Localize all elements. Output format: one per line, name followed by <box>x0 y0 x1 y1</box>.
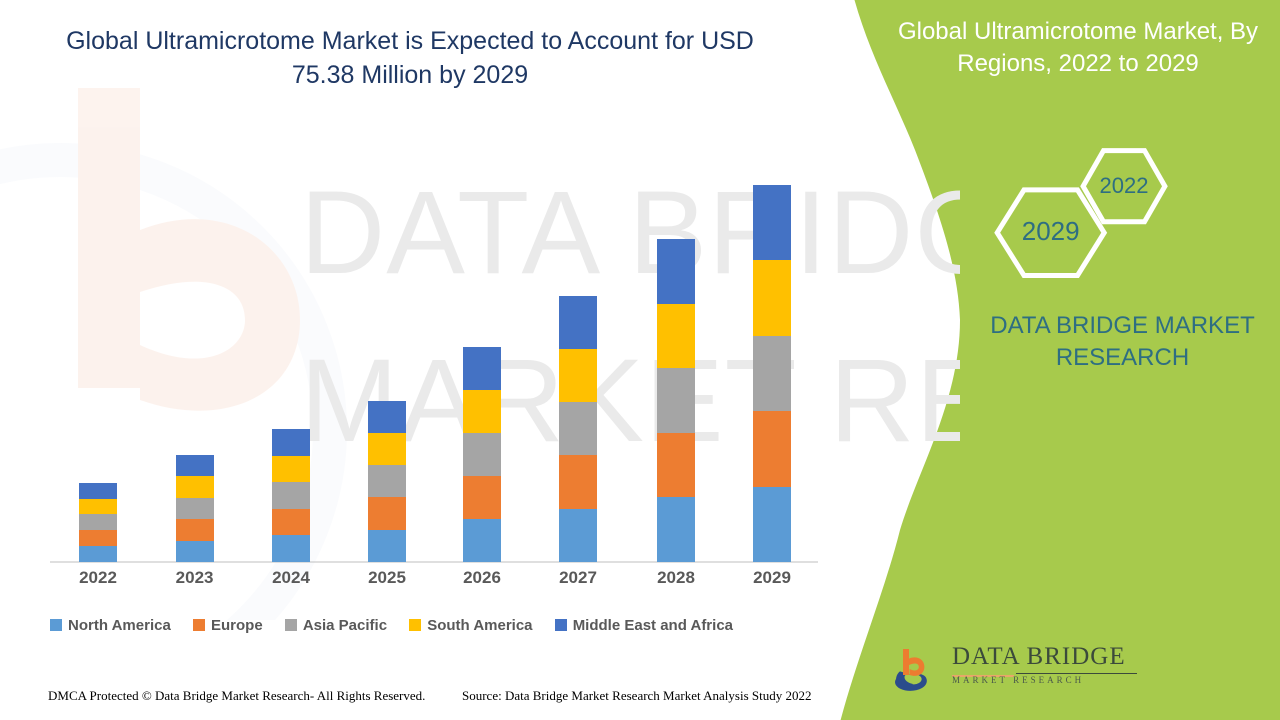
svg-text:2022: 2022 <box>1100 173 1149 198</box>
svg-text:2029: 2029 <box>1022 216 1080 246</box>
